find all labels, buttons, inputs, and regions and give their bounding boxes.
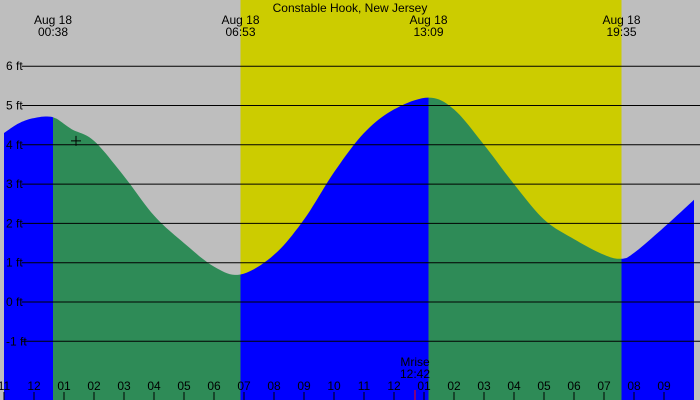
x-tick-label: 04	[147, 379, 161, 393]
y-tick-label: 4 ft	[6, 138, 23, 152]
x-tick-label: 06	[567, 379, 581, 393]
y-tick-label: 2 ft	[6, 216, 23, 230]
extreme-date-label: Aug 18	[409, 13, 447, 27]
extreme-time-label: 00:38	[38, 25, 68, 39]
extreme-time-label: 13:09	[413, 25, 443, 39]
x-tick-label: 01	[417, 379, 431, 393]
extreme-date-label: Aug 18	[221, 13, 259, 27]
x-tick-label: 07	[597, 379, 611, 393]
tide-fills	[4, 97, 694, 400]
x-tick-label: 02	[87, 379, 101, 393]
y-tick-label: 1 ft	[6, 256, 23, 270]
x-tick-label: 04	[507, 379, 521, 393]
chart-title: Constable Hook, New Jersey	[273, 1, 428, 15]
crosshair-marker	[71, 135, 81, 146]
y-tick-label: 0 ft	[6, 295, 23, 309]
x-tick-label: 12	[387, 379, 401, 393]
y-tick-label: -1 ft	[6, 334, 27, 348]
x-tick-label: 02	[447, 379, 461, 393]
x-tick-label: 09	[297, 379, 311, 393]
y-tick-label: 5 ft	[6, 99, 23, 113]
extreme-date-label: Aug 18	[602, 13, 640, 27]
x-tick-label: 08	[267, 379, 281, 393]
x-axis-labels: 11 12 01 02 03 04 05 06 07 08 09 10 11 12 01 02 03 04 05 06…	[0, 379, 671, 400]
x-tick-label: 03	[117, 379, 131, 393]
x-tick-label: 11	[0, 379, 11, 393]
moonrise-label: Mrise	[400, 355, 430, 369]
x-tick-label: 08	[627, 379, 641, 393]
x-tick-label: 12	[27, 379, 41, 393]
rising-tide-area	[240, 97, 429, 400]
moonrise-time-label: 12:42	[400, 367, 430, 381]
x-tick-label: 09	[657, 379, 671, 393]
x-tick-label: 10	[327, 379, 341, 393]
x-tick-label: 07	[237, 379, 251, 393]
y-tick-label: 6 ft	[6, 59, 23, 73]
height-gridlines	[22, 65, 700, 342]
falling-tide-area	[428, 97, 622, 400]
x-tick-label: 11	[358, 379, 371, 393]
x-tick-label: 01	[57, 379, 71, 393]
x-tick-label: 03	[477, 379, 491, 393]
x-tick-label: 06	[207, 379, 221, 393]
extreme-time-label: 19:35	[606, 25, 636, 39]
x-tick-label: 05	[537, 379, 551, 393]
rising-tide-area	[4, 116, 53, 400]
extreme-date-label: Aug 18	[34, 13, 72, 27]
falling-tide-area	[53, 117, 241, 400]
extreme-time-label: 06:53	[225, 25, 255, 39]
y-axis-labels: 6 ft 5 ft 4 ft 3 ft 2 ft 1 ft 0 ft -1 ft	[6, 59, 27, 348]
x-tick-label: 05	[177, 379, 191, 393]
rising-tide-area	[621, 199, 694, 400]
y-tick-label: 3 ft	[6, 177, 23, 191]
